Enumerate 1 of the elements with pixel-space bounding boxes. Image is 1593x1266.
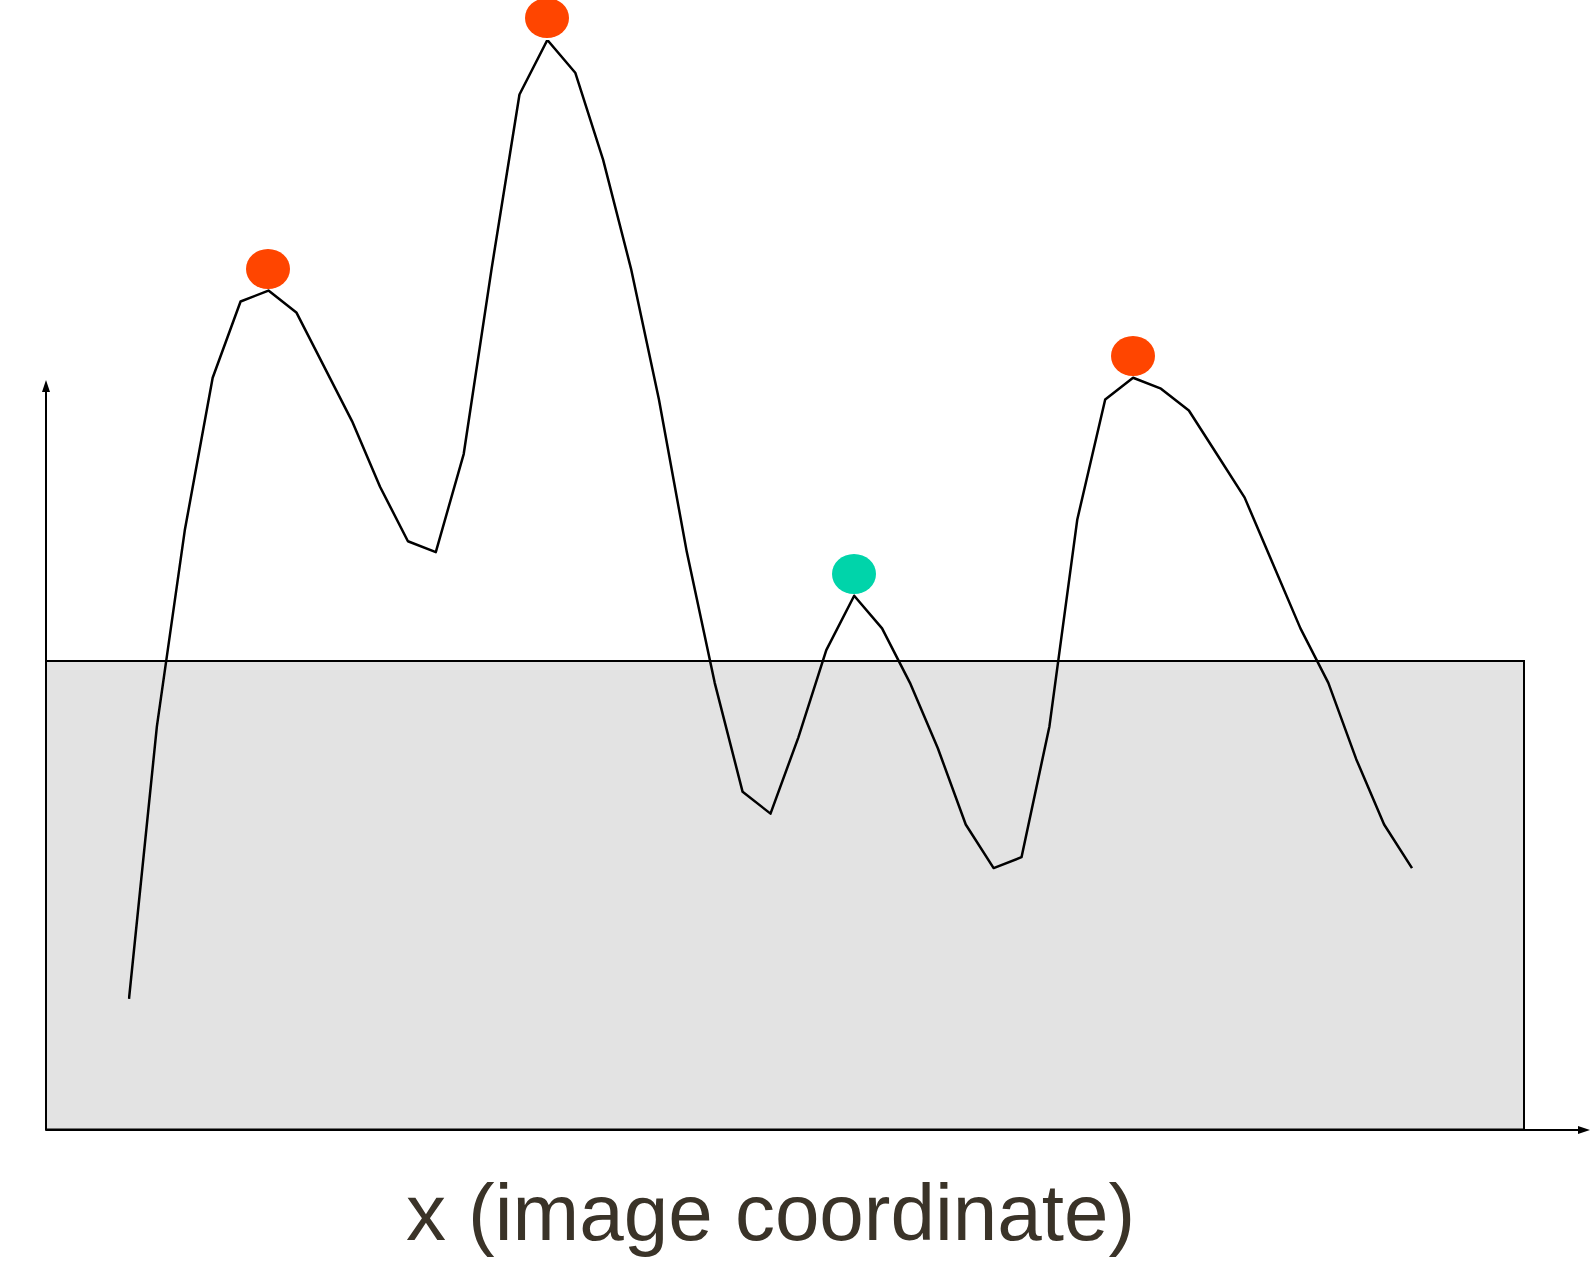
x-axis-title: x (image coordinate) — [405, 1168, 1136, 1258]
